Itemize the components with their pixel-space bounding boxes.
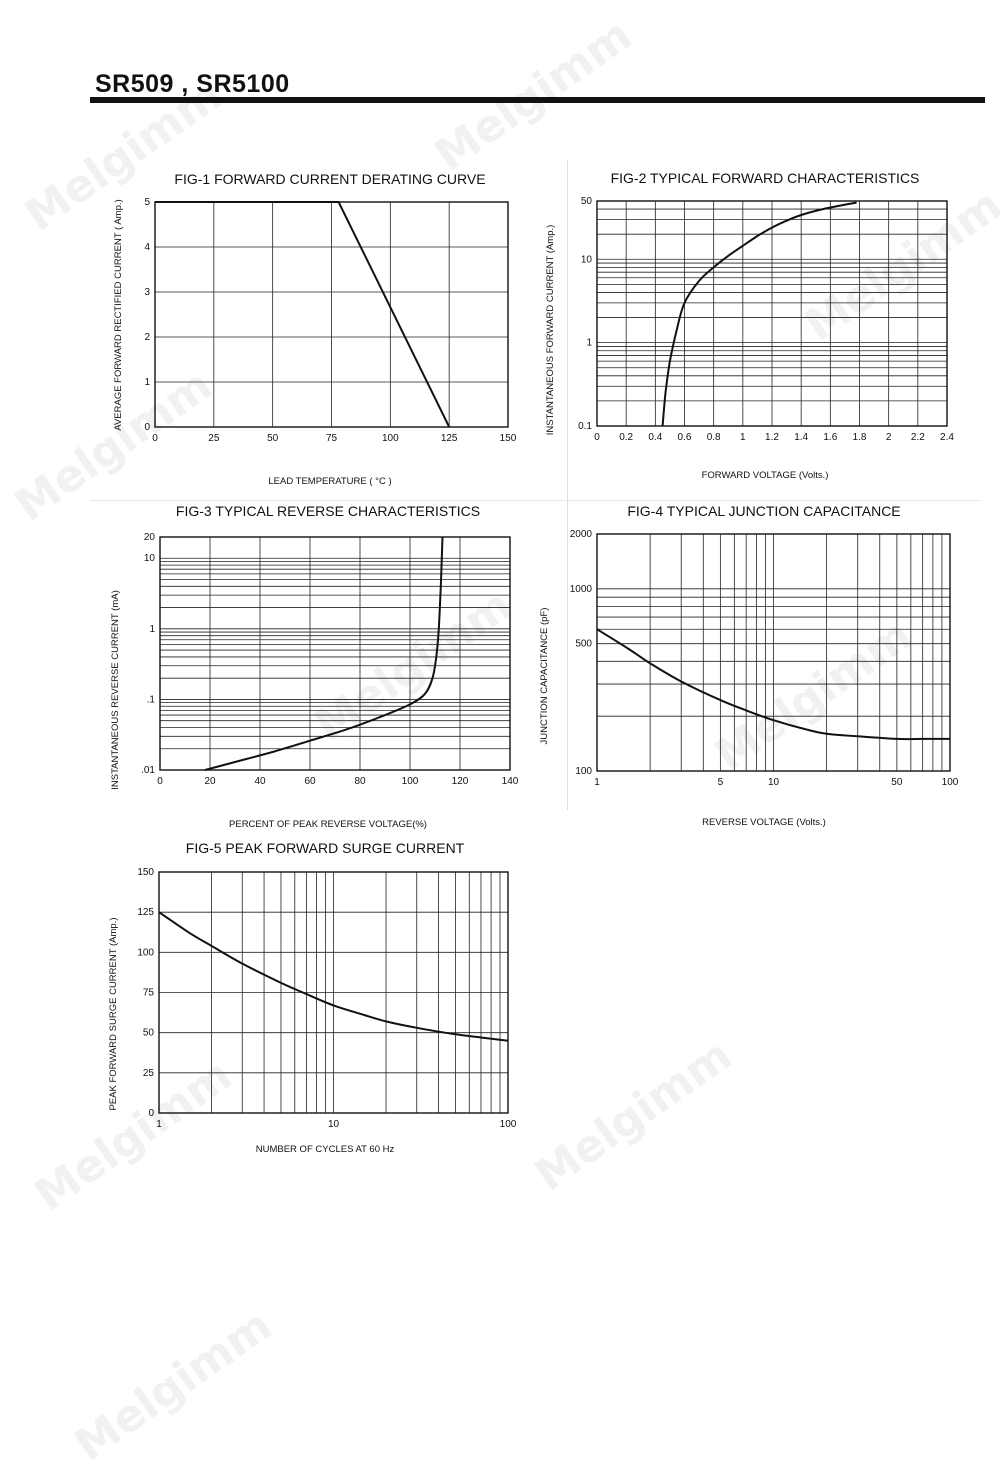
y-axis-label: JUNCTION CAPACITANCE (pF) <box>539 608 550 745</box>
series-line-0 <box>158 911 509 1042</box>
x-axis-label: PERCENT OF PEAK REVERSE VOLTAGE(%) <box>229 819 427 830</box>
x-tick-label: 40 <box>254 776 266 787</box>
x-tick-label: 75 <box>326 433 338 444</box>
y-tick-label: 0 <box>144 422 150 433</box>
y-tick-label: 1000 <box>570 584 593 595</box>
x-tick-label: 1.2 <box>765 432 779 443</box>
x-tick-label: 0.6 <box>678 432 692 443</box>
y-tick-label: 4 <box>144 242 150 253</box>
x-tick-label: 0 <box>152 433 158 444</box>
x-tick-label: 140 <box>502 776 519 787</box>
y-tick-label: 0.1 <box>578 421 592 432</box>
header-rule <box>90 97 985 103</box>
y-tick-label: 50 <box>143 1028 155 1039</box>
fig5-chart: 1 10 100 0 25 50 75 100 125 150 FIG-5 PEAK FORWARD… <box>108 840 517 1155</box>
y-tick-label: 1 <box>586 338 592 349</box>
y-axis-label: INSTANTANEOUS FORWARD CURRENT (Amp.) <box>545 225 556 436</box>
x-axis-label: NUMBER OF CYCLES AT 60 Hz <box>256 1144 395 1155</box>
page-divider <box>90 500 980 501</box>
y-tick-label: 75 <box>143 988 155 999</box>
y-tick-label: 50 <box>581 196 593 207</box>
x-tick-label: 1 <box>156 1119 162 1130</box>
x-tick-label: 0 <box>157 776 163 787</box>
x-tick-label: 100 <box>942 777 959 788</box>
y-tick-label: 5 <box>144 197 150 208</box>
x-tick-label: 0.2 <box>619 432 633 443</box>
x-tick-label: 125 <box>441 433 458 444</box>
y-tick-label: .1 <box>147 694 156 705</box>
y-tick-label: 100 <box>575 766 592 777</box>
x-tick-label: 0.4 <box>648 432 662 443</box>
fig2-chart: 0 0.2 0.4 0.6 0.8 1 1.2 1.4 1.6 1.8 2 2.2 2.4 0.1 1 10 5… <box>545 170 954 481</box>
plot-frame <box>159 536 511 771</box>
y-tick-label: 2 <box>144 332 150 343</box>
x-tick-label: 60 <box>304 776 316 787</box>
x-tick-label: 10 <box>768 777 780 788</box>
y-tick-label: 0 <box>148 1108 154 1119</box>
y-tick-label: 25 <box>143 1068 155 1079</box>
y-axis-label: PEAK FORWARD SURGE CURRENT (Amp.) <box>108 917 119 1110</box>
chart-title: FIG-5 PEAK FORWARD SURGE CURRENT <box>186 840 465 856</box>
y-tick-label: 1 <box>144 377 150 388</box>
x-tick-label: 1.8 <box>853 432 867 443</box>
y-axis-label: INSTANTANEOUS REVERSE CURRENT (mA) <box>110 590 121 790</box>
y-tick-label: 500 <box>575 639 592 650</box>
series-line-0 <box>596 628 950 741</box>
x-tick-label: 5 <box>718 777 724 788</box>
y-tick-label: .01 <box>141 765 155 776</box>
chart-title: FIG-1 FORWARD CURRENT DERATING CURVE <box>174 171 485 187</box>
y-tick-label: 1 <box>149 624 155 635</box>
plot-frame <box>596 200 948 427</box>
y-tick-label: 125 <box>137 907 154 918</box>
x-tick-label: 100 <box>402 776 419 787</box>
x-axis-label: REVERSE VOLTAGE (Volts.) <box>702 817 826 828</box>
x-tick-label: 10 <box>328 1119 340 1130</box>
chart-title: FIG-4 TYPICAL JUNCTION CAPACITANCE <box>627 503 900 519</box>
x-tick-label: 120 <box>452 776 469 787</box>
x-tick-label: 2 <box>886 432 892 443</box>
plot-frame <box>158 871 509 1114</box>
page-divider <box>567 160 568 810</box>
x-tick-label: 100 <box>382 433 399 444</box>
y-tick-label: 150 <box>137 867 154 878</box>
x-tick-label: 1 <box>594 777 600 788</box>
y-tick-label: 20 <box>144 532 156 543</box>
series-line-0 <box>661 201 857 427</box>
series-line-0 <box>204 536 444 771</box>
x-tick-label: 0.8 <box>707 432 721 443</box>
x-tick-label: 50 <box>891 777 903 788</box>
y-tick-label: 3 <box>144 287 150 298</box>
fig3-chart: 0 20 40 60 80 100 120 140 .01 .1 1 10 20 FIG-3 TYPICA… <box>110 503 519 830</box>
x-tick-label: 50 <box>267 433 279 444</box>
x-tick-label: 1 <box>740 432 746 443</box>
x-tick-label: 2.4 <box>940 432 954 443</box>
x-tick-label: 1.6 <box>823 432 837 443</box>
x-axis-label: LEAD TEMPERATURE ( °C ) <box>268 476 391 487</box>
plot-frame <box>596 533 951 772</box>
y-tick-label: 100 <box>137 947 154 958</box>
chart-title: FIG-3 TYPICAL REVERSE CHARACTERISTICS <box>176 503 480 519</box>
x-tick-label: 100 <box>500 1119 517 1130</box>
fig1-chart: 0 25 50 75 100 125 150 0 1 2 3 4 5 FIG-1 FORWARD CURR… <box>113 171 517 487</box>
x-tick-label: 0 <box>594 432 600 443</box>
fig4-chart: 1 5 10 50 100 100 500 1000 2000 FIG-4 TYPICAL JUN… <box>539 503 959 828</box>
x-tick-label: 25 <box>208 433 220 444</box>
y-tick-label: 2000 <box>570 529 593 540</box>
series-line-0 <box>155 201 451 428</box>
x-tick-label: 2.2 <box>911 432 925 443</box>
page-title: SR509 , SR5100 <box>95 70 290 98</box>
y-tick-label: 10 <box>581 254 593 265</box>
x-tick-label: 1.4 <box>794 432 808 443</box>
x-tick-label: 80 <box>354 776 366 787</box>
y-tick-label: 10 <box>144 553 156 564</box>
y-axis-label: AVERAGE FORWARD RECTIFIED CURRENT ( Amp.… <box>113 199 124 430</box>
x-tick-label: 20 <box>204 776 216 787</box>
chart-title: FIG-2 TYPICAL FORWARD CHARACTERISTICS <box>611 170 920 186</box>
x-axis-label: FORWARD VOLTAGE (Volts.) <box>702 470 829 481</box>
x-tick-label: 150 <box>500 433 517 444</box>
